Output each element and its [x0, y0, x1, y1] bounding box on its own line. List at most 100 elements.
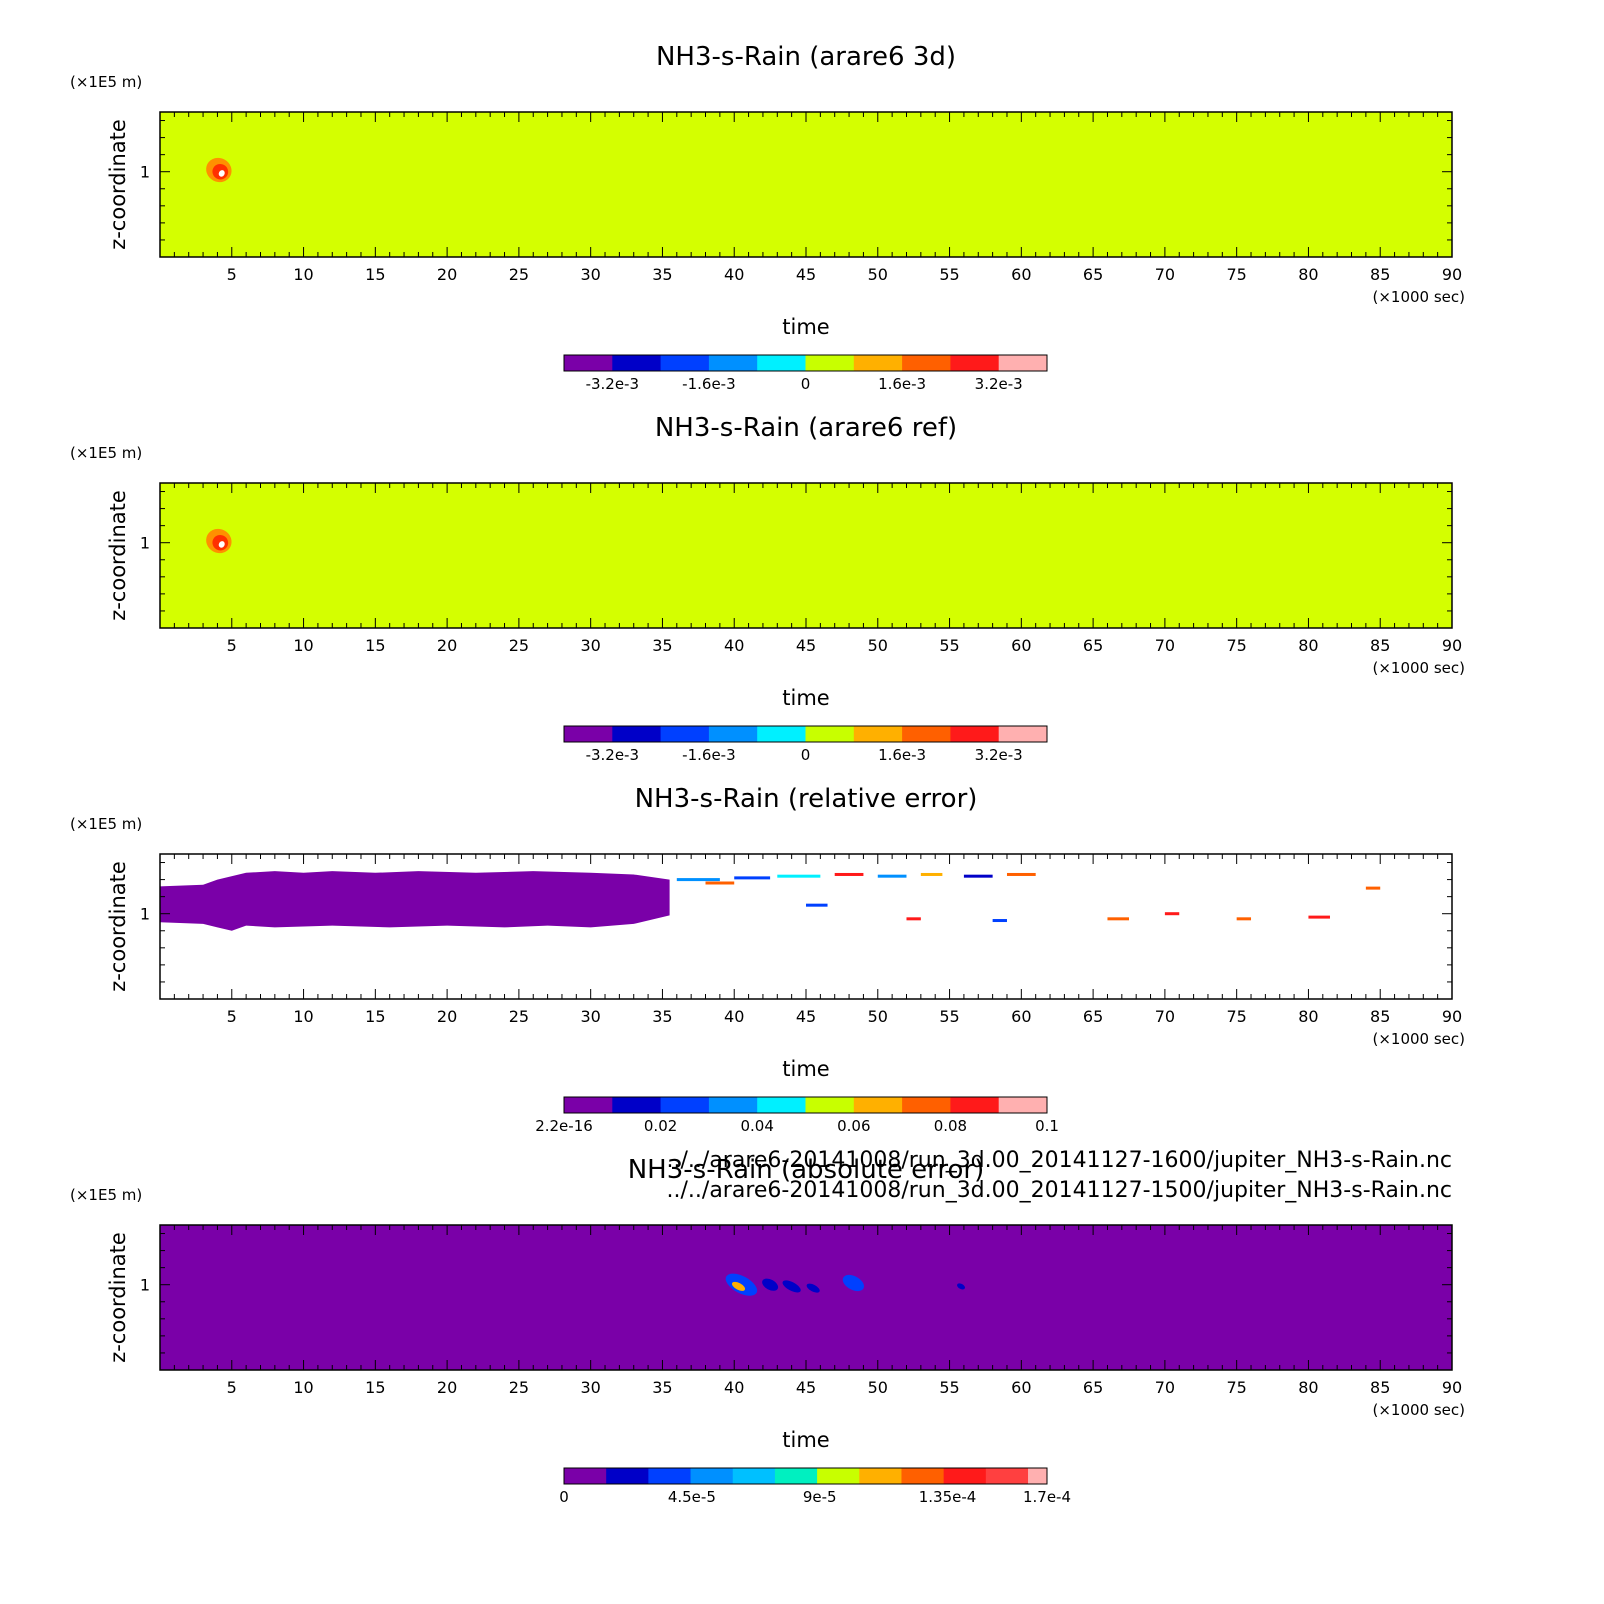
- y-tick-label: 1: [140, 905, 150, 924]
- x-tick-label: 20: [437, 636, 457, 655]
- colorbar-swatch: [805, 1097, 855, 1113]
- colorbar: 2.2e-16 0.02 0.04 0.06 0.08 0.1: [535, 1096, 1059, 1135]
- file-path-line: ../../arare6-20141008/run_3d.00_20141127…: [667, 1178, 1452, 1203]
- x-tick-label: 60: [1011, 1378, 1031, 1397]
- colorbar-label: 3.2e-3: [975, 375, 1023, 393]
- x-tick-label: 35: [652, 636, 672, 655]
- colorbar-swatch: [998, 726, 1048, 742]
- x-tick-label: 65: [1083, 1378, 1103, 1397]
- x-tick-label: 5: [227, 636, 237, 655]
- x-tick-label: 15: [365, 1007, 385, 1026]
- x-tick-label: 50: [868, 265, 888, 284]
- x-tick-label: 35: [652, 265, 672, 284]
- error-streak: [705, 881, 735, 885]
- x-tick-label: 75: [1226, 636, 1246, 655]
- colorbar-swatch: [708, 726, 758, 742]
- field-blob: [218, 541, 225, 548]
- x-unit-label: (×1000 sec): [1372, 288, 1465, 306]
- x-tick-label: 85: [1370, 265, 1390, 284]
- x-tick-label: 5: [227, 1007, 237, 1026]
- colorbar-label: -1.6e-3: [682, 746, 735, 764]
- x-tick-label: 70: [1155, 1378, 1175, 1397]
- error-streak: [906, 917, 921, 921]
- field-blob: [782, 1280, 801, 1293]
- x-tick-label: 80: [1298, 1007, 1318, 1026]
- colorbar-swatch: [805, 355, 855, 371]
- x-tick-label: 40: [724, 265, 744, 284]
- x-axis-label: time: [782, 686, 829, 710]
- x-unit-label: (×1000 sec): [1372, 1030, 1465, 1048]
- x-tick-label: 75: [1226, 1378, 1246, 1397]
- x-tick-label: 15: [365, 1378, 385, 1397]
- x-tick-label: 40: [724, 1007, 744, 1026]
- colorbar-label: 0.04: [740, 1117, 773, 1135]
- x-tick-label: 65: [1083, 1007, 1103, 1026]
- error-streak: [963, 874, 993, 878]
- colorbar-label: 0: [801, 746, 811, 764]
- field-blob: [731, 1281, 746, 1291]
- x-tick-label: 15: [365, 265, 385, 284]
- x-tick-label: 70: [1155, 265, 1175, 284]
- x-tick-label: 90: [1442, 1007, 1462, 1026]
- x-tick-label: 90: [1442, 1378, 1462, 1397]
- colorbar-swatch: [648, 1468, 692, 1484]
- x-tick-label: 55: [939, 1378, 959, 1397]
- x-tick-label: 10: [293, 1007, 313, 1026]
- field-blob: [762, 1278, 779, 1291]
- y-unit-label: (×1E5 m): [70, 1186, 142, 1204]
- colorbar-swatch: [564, 1097, 613, 1113]
- x-tick-label: 30: [580, 636, 600, 655]
- x-tick-label: 80: [1298, 265, 1318, 284]
- colorbar-swatch: [774, 1468, 818, 1484]
- field-background: [160, 112, 1452, 257]
- x-tick-label: 35: [652, 1007, 672, 1026]
- panel-3: NH3-s-Rain (relative error) (×1E5 m) z-coo…: [70, 784, 1465, 1135]
- error-streak: [834, 872, 864, 876]
- y-tick-label: 1: [140, 1276, 150, 1295]
- x-tick-label: 25: [509, 636, 529, 655]
- colorbar-swatch: [859, 1468, 902, 1484]
- x-tick-label: 50: [868, 636, 888, 655]
- x-tick-label: 10: [293, 636, 313, 655]
- y-axis-label: z-coordinate: [106, 119, 130, 250]
- x-tick-label: 30: [580, 265, 600, 284]
- plot-area: [160, 1225, 1452, 1370]
- colorbar-label: 0.06: [837, 1117, 870, 1135]
- panel-2: NH3-s-Rain (arare6 ref) (×1E5 m) z-coordin…: [70, 413, 1465, 764]
- colorbar-swatch: [757, 355, 806, 371]
- colorbar-label: 4.5e-5: [668, 1488, 716, 1506]
- x-tick-label: 55: [939, 1007, 959, 1026]
- error-streak: [676, 878, 720, 882]
- colorbar-frame: [563, 354, 1048, 372]
- colorbar-swatch: [902, 1097, 951, 1113]
- colorbar-swatch: [950, 355, 1000, 371]
- colorbar-swatch: [902, 355, 951, 371]
- field-blob: [218, 170, 225, 177]
- x-tick-label: 30: [580, 1378, 600, 1397]
- x-unit-label: (×1000 sec): [1372, 1401, 1465, 1419]
- x-tick-label: 80: [1298, 636, 1318, 655]
- error-streak: [1308, 915, 1330, 919]
- colorbar: -3.2e-3 -1.6e-3 0 1.6e-3 3.2e-3: [563, 725, 1048, 764]
- x-tick-label: 90: [1442, 265, 1462, 284]
- x-tick-label: 90: [1442, 636, 1462, 655]
- colorbar-swatch: [757, 1097, 806, 1113]
- x-tick-label: 20: [437, 1378, 457, 1397]
- colorbar-swatch: [732, 1468, 776, 1484]
- error-streak: [1236, 917, 1252, 921]
- y-unit-label: (×1E5 m): [70, 73, 142, 91]
- y-unit-label: (×1E5 m): [70, 444, 142, 462]
- x-tick-label: 70: [1155, 1007, 1175, 1026]
- colorbar-label: 0: [559, 1488, 569, 1506]
- x-tick-label: 65: [1083, 636, 1103, 655]
- colorbar-swatch: [901, 1468, 945, 1484]
- colorbar-label: 0.08: [934, 1117, 967, 1135]
- colorbar-frame: [563, 725, 1048, 743]
- plot-area: [160, 854, 1452, 999]
- x-unit-label: (×1000 sec): [1372, 659, 1465, 677]
- error-streak: [877, 874, 907, 878]
- x-tick-label: 60: [1011, 265, 1031, 284]
- x-tick-label: 80: [1298, 1378, 1318, 1397]
- x-tick-label: 60: [1011, 1007, 1031, 1026]
- colorbar-swatch: [943, 1468, 987, 1484]
